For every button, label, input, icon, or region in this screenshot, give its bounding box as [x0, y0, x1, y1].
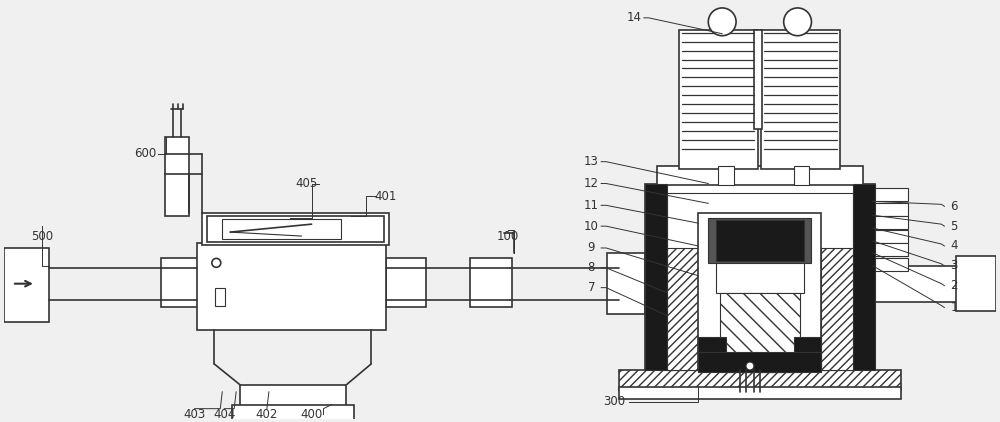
Text: 405: 405: [295, 177, 318, 190]
Text: 14: 14: [626, 11, 641, 24]
Bar: [873, 243, 908, 256]
Text: 403: 403: [183, 408, 206, 421]
Text: 300: 300: [603, 395, 625, 408]
Bar: [835, 253, 873, 314]
Text: 100: 100: [497, 230, 519, 243]
Bar: [821, 248, 853, 370]
Circle shape: [212, 258, 221, 267]
Text: 12: 12: [584, 177, 599, 190]
Text: 5: 5: [951, 220, 958, 233]
Text: 404: 404: [213, 408, 235, 421]
Text: 500: 500: [31, 230, 53, 243]
Bar: [215, 288, 225, 306]
Bar: [657, 166, 863, 186]
Text: 1: 1: [951, 301, 958, 314]
Bar: [761, 30, 840, 169]
Text: 400: 400: [300, 408, 323, 421]
Text: 6: 6: [951, 200, 958, 213]
Bar: [667, 193, 853, 370]
Text: 13: 13: [584, 155, 599, 168]
Bar: [708, 218, 811, 263]
Bar: [470, 258, 512, 308]
Bar: [718, 166, 734, 186]
Bar: [767, 129, 826, 166]
Bar: [873, 203, 908, 216]
Text: 4: 4: [951, 240, 958, 252]
Bar: [619, 387, 901, 399]
Bar: [667, 248, 698, 370]
Bar: [222, 219, 341, 239]
Bar: [698, 213, 821, 370]
Bar: [873, 189, 908, 201]
Text: 402: 402: [256, 408, 278, 421]
Text: 3: 3: [951, 260, 958, 272]
Bar: [698, 352, 821, 372]
Circle shape: [746, 362, 754, 370]
Text: 10: 10: [584, 220, 599, 233]
Text: 7: 7: [588, 281, 595, 294]
Bar: [619, 370, 901, 390]
Text: 2: 2: [951, 279, 958, 292]
Bar: [716, 263, 804, 292]
Bar: [873, 216, 908, 229]
Bar: [165, 137, 189, 216]
Bar: [679, 30, 758, 169]
Bar: [161, 258, 198, 308]
Bar: [956, 256, 996, 311]
Bar: [698, 337, 726, 370]
Text: 9: 9: [588, 241, 595, 254]
Bar: [645, 184, 667, 370]
Circle shape: [784, 8, 811, 36]
Bar: [873, 230, 908, 243]
Bar: [873, 258, 908, 271]
Bar: [240, 385, 346, 407]
Bar: [794, 337, 821, 370]
Bar: [693, 129, 753, 166]
Bar: [754, 30, 762, 129]
Bar: [197, 243, 386, 330]
Bar: [207, 216, 384, 242]
Text: 401: 401: [375, 190, 397, 203]
Bar: [852, 266, 996, 302]
Bar: [853, 184, 875, 370]
Text: 11: 11: [584, 199, 599, 212]
Bar: [4, 248, 49, 322]
Bar: [607, 253, 645, 314]
Bar: [794, 166, 809, 186]
Text: 600: 600: [134, 147, 156, 160]
Bar: [232, 405, 354, 419]
Bar: [619, 266, 679, 302]
Bar: [202, 213, 389, 245]
Bar: [716, 220, 804, 261]
Bar: [720, 292, 800, 372]
Bar: [645, 184, 875, 370]
Circle shape: [708, 8, 736, 36]
Text: 8: 8: [588, 261, 595, 274]
Bar: [386, 258, 426, 308]
